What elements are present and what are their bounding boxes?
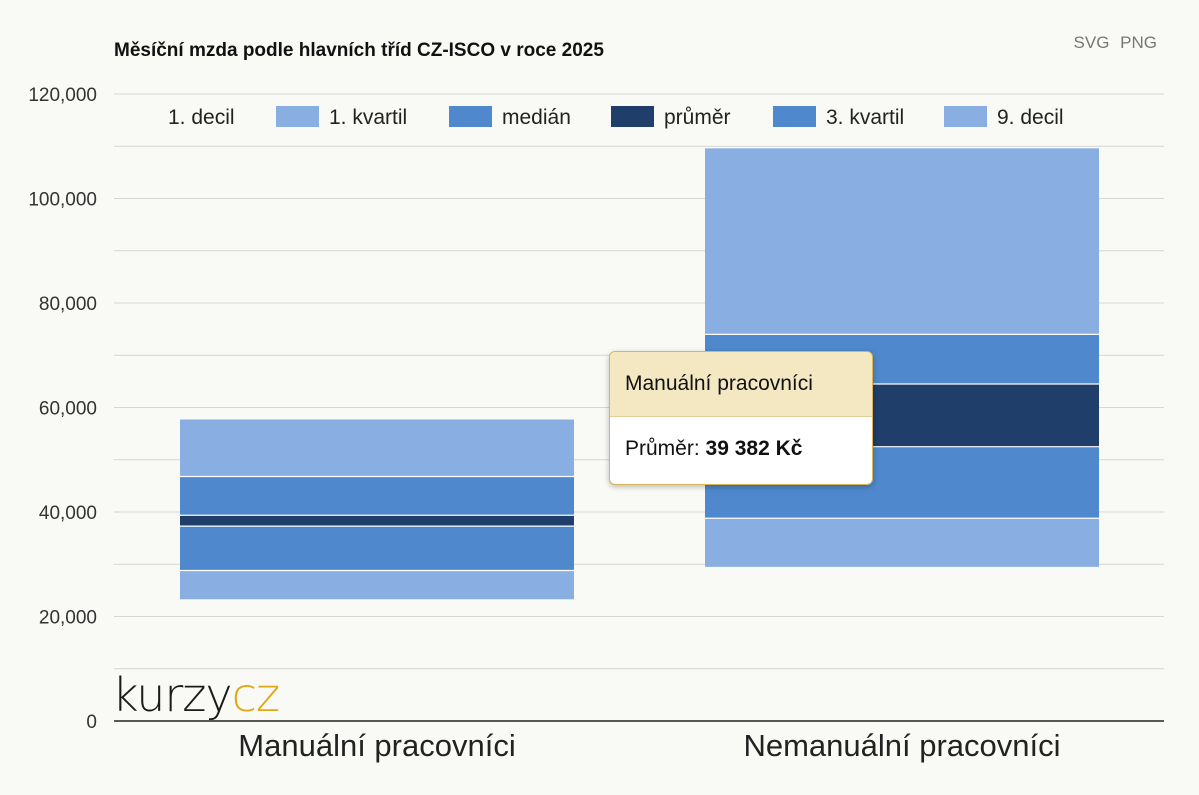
legend-swatch (449, 106, 492, 127)
logo-part-kurzy: kurzy (112, 668, 233, 722)
legend-swatch (944, 106, 987, 127)
y-tick-label: 20,000 (39, 608, 97, 629)
band-prumer-kvartil3[interactable] (180, 476, 574, 516)
x-category-label: Nemanuální pracovníci (743, 728, 1060, 763)
legend-label: medián (502, 106, 571, 129)
bars[interactable] (180, 148, 1099, 600)
legend-swatch (773, 106, 816, 127)
tooltip-category: Manuální pracovníci (610, 352, 872, 417)
legend-label: průměr (664, 106, 731, 129)
legend-item[interactable]: 9. decil (944, 106, 1064, 129)
legend-swatch (276, 106, 319, 127)
legend-swatch (611, 106, 654, 127)
export-svg-button[interactable]: SVG (1073, 33, 1110, 52)
legend-label: 3. kvartil (826, 106, 904, 129)
chart-title: Měsíční mzda podle hlavních tříd CZ-ISCO… (114, 40, 604, 61)
legend-item[interactable]: průměr (611, 106, 731, 129)
legend-item[interactable]: medián (449, 106, 571, 129)
band-kvartil3-decil9[interactable] (180, 419, 574, 477)
tooltip: Manuální pracovníci Průměr: 39 382 Kč (609, 351, 873, 485)
legend-item[interactable]: 3. kvartil (773, 106, 904, 129)
band-decil1-kvartil1[interactable] (705, 518, 1099, 567)
legend[interactable]: 1. decil 1. kvartil medián průměr 3. kvartil… (168, 106, 1064, 129)
y-tick-label: 60,000 (39, 399, 97, 420)
legend-item[interactable]: 1. decil (168, 106, 235, 129)
legend-item[interactable]: 1. kvartil (276, 106, 407, 129)
logo-part-cz: cz (231, 668, 280, 722)
legend-label: 1. kvartil (329, 106, 407, 129)
y-axis: 0 20,000 40,000 60,000 80,000 100,000 120,000 (28, 85, 1164, 733)
tooltip-value: 39 382 Kč (705, 437, 803, 460)
tooltip-label: Průměr: (625, 437, 700, 460)
export-menu: SVG PNG (1068, 33, 1157, 53)
legend-label: 1. decil (168, 106, 235, 129)
tooltip-body: Průměr: 39 382 Kč (610, 417, 872, 461)
y-tick-label: 0 (86, 712, 97, 733)
band-kvartil3-decil9[interactable] (705, 148, 1099, 335)
y-tick-label: 40,000 (39, 503, 97, 524)
band-decil1-kvartil1[interactable] (180, 570, 574, 600)
y-tick-label: 80,000 (39, 294, 97, 315)
kurzy-logo: kurzycz (112, 668, 280, 722)
y-tick-label: 100,000 (28, 190, 97, 211)
export-png-button[interactable]: PNG (1120, 33, 1157, 52)
x-axis: Manuální pracovníci Nemanuální pracovníci (238, 728, 1060, 763)
legend-label: 9. decil (997, 106, 1064, 129)
x-category-label: Manuální pracovníci (238, 728, 515, 763)
band-median-prumer[interactable] (180, 515, 574, 527)
band-kvartil1-median[interactable] (180, 526, 574, 571)
y-tick-label: 120,000 (28, 85, 97, 106)
